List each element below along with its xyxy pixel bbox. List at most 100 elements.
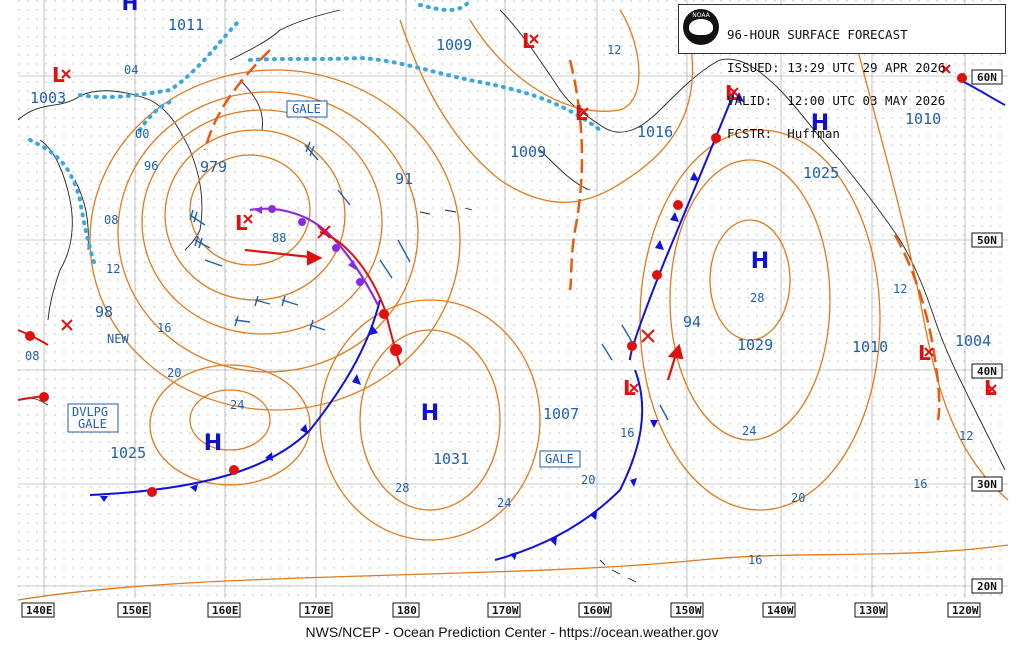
cold-fronts <box>89 79 1006 561</box>
pressure-label: 1007 <box>543 405 579 423</box>
isobar-label: 20 <box>167 366 181 380</box>
lat-axis: 60N 50N 40N 30N 20N <box>971 69 1003 594</box>
low-center: L <box>725 81 738 105</box>
new-label: NEW <box>107 332 129 346</box>
pressure-label: 1009 <box>436 36 472 54</box>
lon-axis: 140E 150E 160E 170E 180 170W 160W 150W 1… <box>21 602 981 618</box>
low-center: L <box>623 376 636 400</box>
isobar-label: 96 <box>144 159 158 173</box>
isobar-label: 20 <box>791 491 805 505</box>
isobar-label: 28 <box>750 291 764 305</box>
dvlpg-gale-label: DVLPG <box>72 405 108 419</box>
front-symbols <box>25 73 967 560</box>
isobar-label: 12 <box>607 43 621 57</box>
low-center: L <box>235 211 248 235</box>
pressure-label: 1025 <box>110 444 146 462</box>
isobar-label: 24 <box>230 398 244 412</box>
isobar-label: 12 <box>893 282 907 296</box>
isobar-label: 16 <box>620 426 634 440</box>
pressure-label: 1011 <box>168 16 204 34</box>
wind-barbs <box>189 141 669 421</box>
isobar-label: 20 <box>0 0 2 1</box>
high-center: H <box>811 111 829 136</box>
isobar-label: 12 <box>959 429 973 443</box>
pressure-label: 1010 <box>905 110 941 128</box>
pressure-label: 1016 <box>637 123 673 141</box>
lon-tick: 140E <box>26 604 53 617</box>
isobar-label: 24 <box>742 424 756 438</box>
lon-tick: 130W <box>859 604 886 617</box>
dvlpg-gale-label: GALE <box>78 417 107 431</box>
isobar-label: 88 <box>272 231 286 245</box>
low-center: L <box>52 63 65 87</box>
pressure-label: 1010 <box>852 338 888 356</box>
center-x-marks <box>61 34 997 394</box>
lon-tick: 170W <box>492 604 519 617</box>
gale-label: GALE <box>292 102 321 116</box>
pressure-centers: H L L H L L H L H H L L H L <box>0 0 997 456</box>
coastlines <box>17 9 1006 583</box>
high-center: H <box>204 431 222 456</box>
ice-edge <box>28 0 602 267</box>
lat-tick: 20N <box>977 580 997 593</box>
product-title: 96-HOUR SURFACE FORECAST <box>727 27 908 42</box>
pressure-label: 1025 <box>803 164 839 182</box>
lon-tick: 150E <box>122 604 149 617</box>
isobar-label: 08 <box>104 213 118 227</box>
forecast-header: NOAA 96-HOUR SURFACE FORECAST ISSUED: 13… <box>678 4 1006 140</box>
isobar-label: 00 <box>135 127 149 141</box>
lon-tick: 150W <box>675 604 702 617</box>
isobar-label: 28 <box>0 0 2 1</box>
isobar-label: 12 <box>106 262 120 276</box>
footer-credit: NWS/NCEP - Ocean Prediction Center - htt… <box>305 624 719 640</box>
high-center: H <box>122 0 139 15</box>
lon-tick: 180 <box>397 604 417 617</box>
pressure-label: 1029 <box>737 336 773 354</box>
pressure-label: 98 <box>95 303 113 321</box>
issued-time: ISSUED: 13:29 UTC 29 APR 2026 <box>727 60 946 75</box>
pressure-labels: 1011 1003 1009 1009 1016 1010 1025 979 9… <box>30 16 991 468</box>
low-center: L <box>918 341 931 365</box>
noaa-logo: NOAA <box>683 9 719 45</box>
isobars <box>17 9 1009 601</box>
pressure-label: 1009 <box>510 143 546 161</box>
isobar-label: 16 <box>157 321 171 335</box>
lon-tick: 160E <box>212 604 239 617</box>
warning-boxes: GALE GALE DVLPG GALE NEW <box>67 100 581 468</box>
high-center: H <box>751 249 769 274</box>
lon-tick: 140W <box>767 604 794 617</box>
lon-tick: 160W <box>583 604 610 617</box>
pressure-label: 1003 <box>30 89 66 107</box>
logo-text: NOAA <box>692 12 710 19</box>
isobar-label: 08 <box>25 349 39 363</box>
low-center: L <box>575 101 588 125</box>
pressure-label: 1004 <box>955 332 991 350</box>
low-center: L <box>522 29 535 53</box>
motion-arrows <box>244 248 684 381</box>
pressure-label: 979 <box>200 158 227 176</box>
occluded-front <box>249 207 379 306</box>
high-center: H <box>0 0 1 1</box>
lat-tick: 60N <box>977 71 997 84</box>
isobar-label: 28 <box>395 481 409 495</box>
isobar-label: 24 <box>497 496 511 510</box>
lon-tick: 170E <box>304 604 331 617</box>
high-center: H <box>421 401 439 426</box>
isobar-label: 20 <box>581 473 595 487</box>
isobar-labels: 04 00 96 08 12 16 20 24 28 88 12 16 20 2… <box>0 0 973 567</box>
isobar-label: 16 <box>913 477 927 491</box>
pressure-label: 94 <box>683 313 701 331</box>
isobar-label: 04 <box>124 63 138 77</box>
lat-tick: 50N <box>977 234 997 247</box>
gale-label: GALE <box>545 452 574 466</box>
lat-tick: 40N <box>977 365 997 378</box>
pressure-label: 1031 <box>433 450 469 468</box>
lon-tick: 120W <box>952 604 979 617</box>
valid-time: VALID: 12:00 UTC 03 MAY 2026 <box>727 93 946 108</box>
forecaster: FCSTR: Huffman <box>727 126 840 141</box>
lat-tick: 30N <box>977 478 997 491</box>
pressure-label: 91 <box>395 170 413 188</box>
isobar-label: 16 <box>748 553 762 567</box>
troughs <box>203 49 941 421</box>
